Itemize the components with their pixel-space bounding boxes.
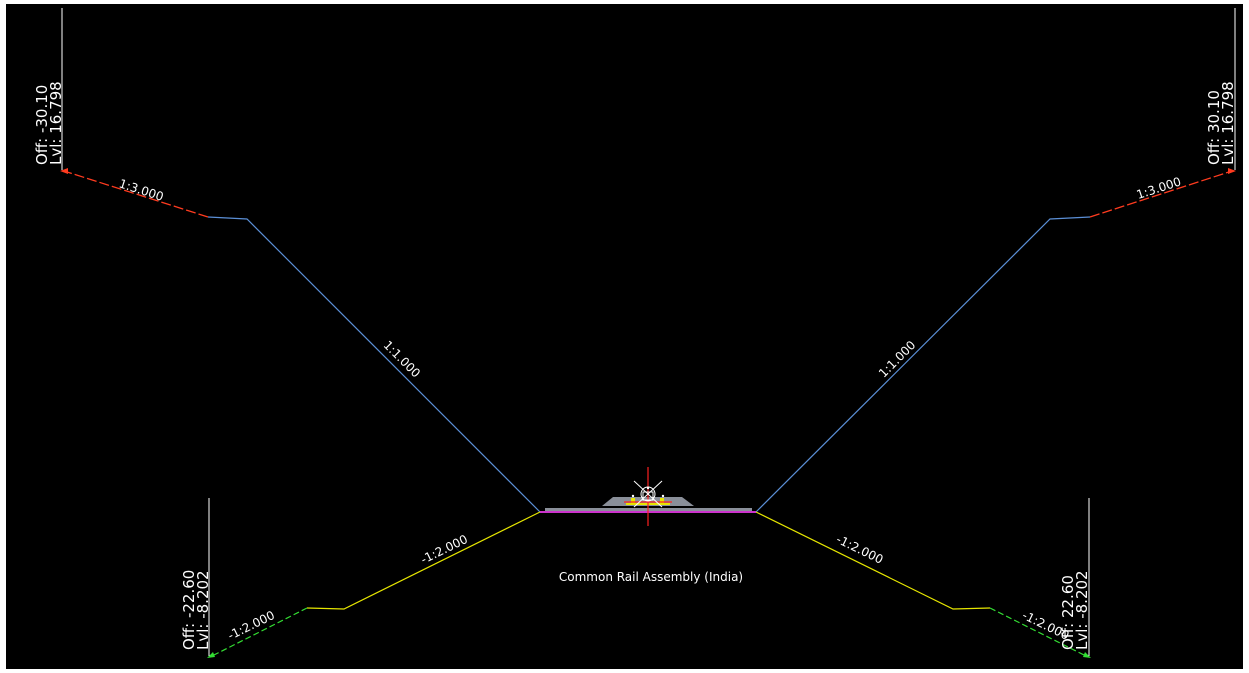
slope-label-fill-daylight-left: -1:2.000 (226, 608, 277, 643)
cross-section-drawing: Off: -30.10 Lvl: 16.798 Off: 30.10 Lvl: … (33, 8, 1237, 658)
attachment-dots (631, 486, 665, 498)
cut-daylight-right-marker (1228, 168, 1236, 174)
cut-daylight-right (1089, 170, 1233, 218)
rail-left (631, 498, 635, 504)
label-bottom-left: Off: -22.60 Lvl: -8.202 (180, 570, 212, 650)
label-bottom-right-lvl: Lvl: -8.202 (1073, 570, 1091, 650)
cut-daylight-left (63, 170, 209, 218)
slope-label-cut-daylight-left: 1:3.000 (117, 176, 165, 204)
label-top-right: Off: 30.10 Lvl: 16.798 (1205, 81, 1237, 165)
slope-label-fill-right: -1:2.000 (834, 532, 885, 567)
label-top-left: Off: -30.10 Lvl: 16.798 (33, 81, 65, 165)
slope-label-cut-daylight-right: 1:3.000 (1135, 174, 1183, 202)
fill-slope-left (306, 511, 541, 610)
slope-label-fill-left: -1:2.000 (419, 532, 470, 567)
label-top-left-off: Off: -30.10 (33, 85, 51, 165)
fill-daylight-right (989, 607, 1089, 658)
cut-slope-left (207, 216, 541, 513)
label-bottom-left-lvl: Lvl: -8.202 (194, 570, 212, 650)
label-top-right-lvl: Lvl: 16.798 (1219, 81, 1237, 165)
cut-daylight-left-marker (60, 168, 68, 174)
fill-daylight-left-marker (207, 652, 215, 658)
drawing-viewport[interactable]: Off: -30.10 Lvl: 16.798 Off: 30.10 Lvl: … (6, 4, 1243, 669)
fill-slope-right (755, 511, 991, 610)
slope-label-cut-right: 1:1.000 (876, 338, 918, 380)
label-bottom-right-off: Off: 22.60 (1059, 575, 1077, 650)
fill-daylight-right-marker (1083, 652, 1091, 658)
fill-daylight-left (209, 607, 308, 658)
rail-right (660, 498, 664, 504)
assembly-name: Common Rail Assembly (India) (559, 570, 743, 584)
label-bottom-right: Off: 22.60 Lvl: -8.202 (1059, 570, 1091, 650)
label-top-left-lvl: Lvl: 16.798 (47, 81, 65, 165)
label-bottom-left-off: Off: -22.60 (180, 570, 198, 650)
label-top-right-off: Off: 30.10 (1205, 90, 1223, 165)
cut-slope-right (755, 216, 1091, 513)
